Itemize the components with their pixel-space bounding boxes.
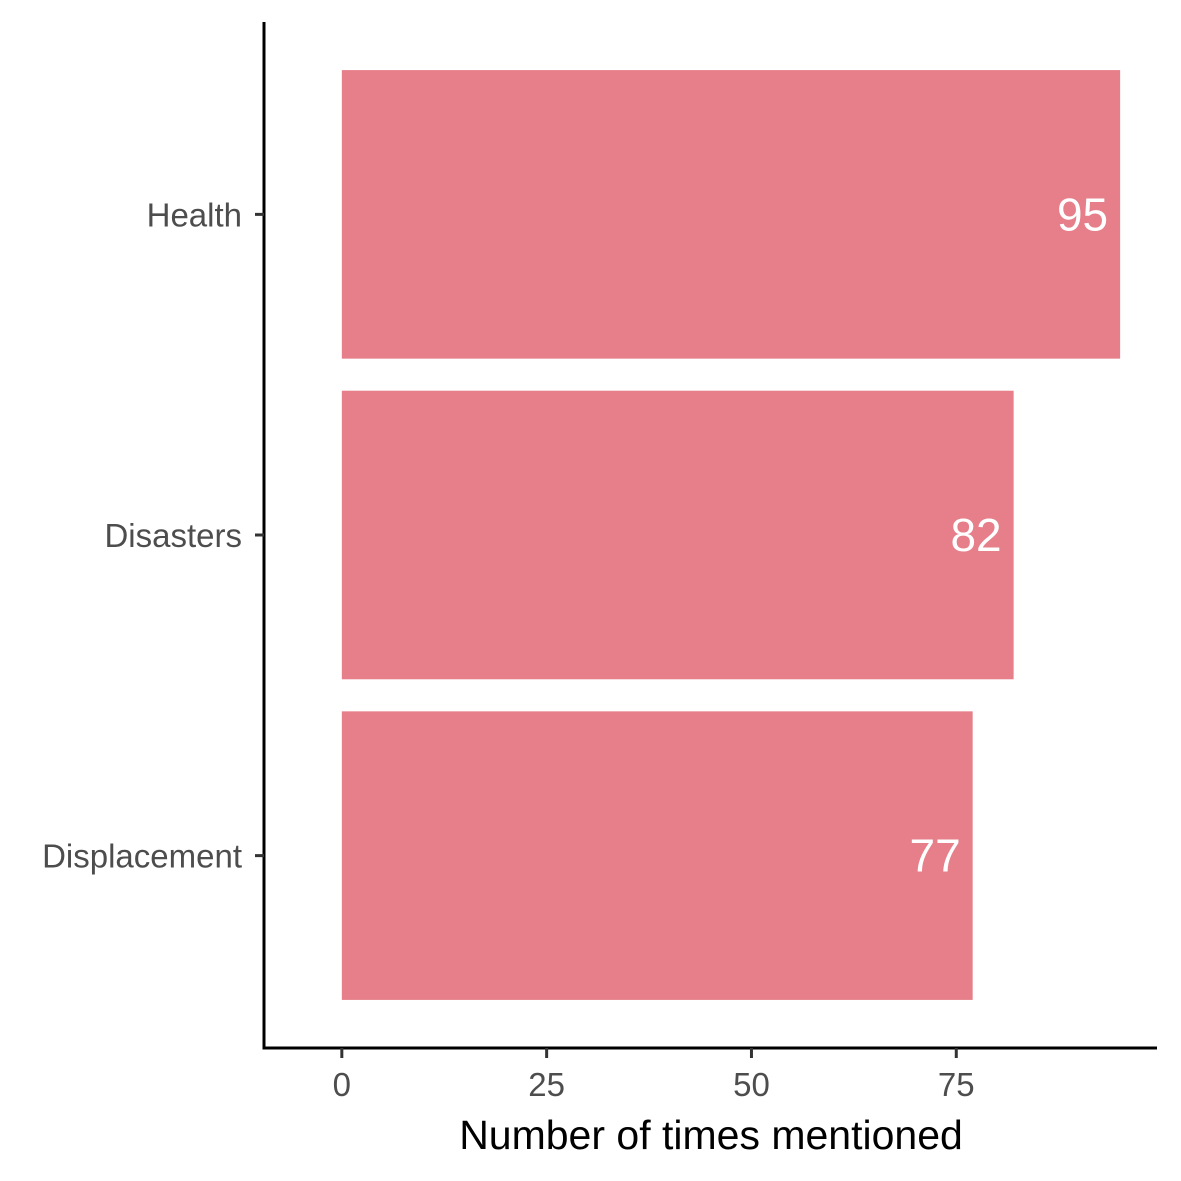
x-tick-label: 50	[733, 1066, 770, 1103]
bars-layer	[341, 70, 1121, 1000]
x-tick-label: 0	[333, 1066, 351, 1103]
bar-displacement	[341, 711, 973, 1000]
data-labels-layer: 95 82 77	[909, 188, 1108, 881]
data-label-disasters: 82	[950, 509, 1001, 561]
data-label-health: 95	[1057, 188, 1108, 240]
x-tick-label: 75	[938, 1066, 975, 1103]
bar-health	[341, 70, 1121, 359]
bar-disasters	[341, 390, 1014, 680]
y-tick-label-disasters: Disasters	[104, 517, 242, 554]
data-label-displacement: 77	[909, 830, 960, 882]
y-tick-label-health: Health	[147, 196, 242, 233]
x-axis-title: Number of times mentioned	[459, 1112, 963, 1158]
x-ticks-layer: 0 25 50 75	[333, 1048, 975, 1103]
y-tick-label-displacement: Displacement	[42, 838, 242, 875]
x-tick-label: 25	[528, 1066, 565, 1103]
y-ticks-layer: Health Disasters Displacement	[42, 196, 264, 875]
